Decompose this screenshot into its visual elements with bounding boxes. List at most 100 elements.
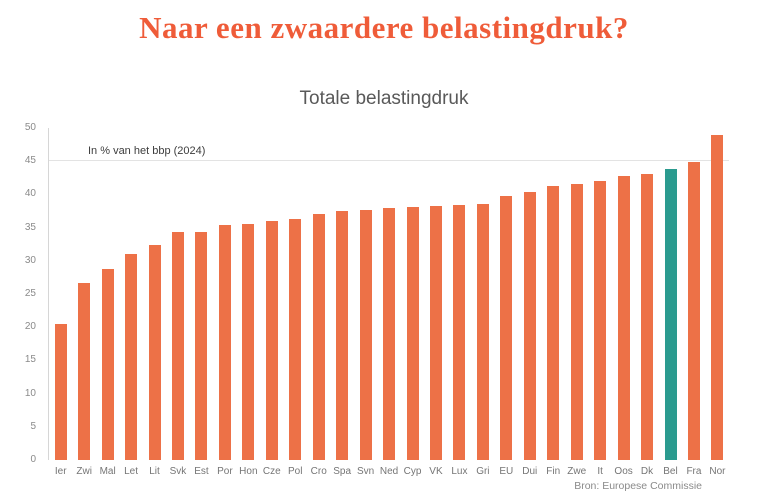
bar-column: Spa bbox=[330, 128, 353, 477]
bar-label: Svk bbox=[169, 466, 187, 477]
bar-column: Zwe bbox=[565, 128, 588, 477]
source-credit: Bron: Europese Commissie bbox=[574, 480, 702, 492]
bar-label: Por bbox=[217, 466, 233, 477]
bar bbox=[218, 224, 231, 460]
bar-column: Gri bbox=[471, 128, 494, 477]
bar bbox=[242, 224, 255, 460]
bar-label: VK bbox=[429, 466, 443, 477]
bar-column: Cze bbox=[260, 128, 283, 477]
bar bbox=[383, 208, 396, 460]
bar-label: Lit bbox=[149, 466, 160, 477]
bar bbox=[476, 203, 489, 460]
bar bbox=[594, 181, 607, 460]
bar-column: Let bbox=[119, 128, 142, 477]
chart-title: Totale belastingdruk bbox=[299, 88, 469, 109]
bar bbox=[101, 268, 114, 460]
bar-column: Dk bbox=[635, 128, 658, 477]
bar bbox=[54, 323, 67, 460]
bar-label: Spa bbox=[333, 466, 352, 477]
y-tick-label: 10 bbox=[24, 387, 36, 399]
bar-label: Ier bbox=[54, 466, 67, 477]
bar bbox=[171, 232, 184, 460]
bar bbox=[312, 213, 325, 460]
bar-label: Ned bbox=[379, 466, 399, 477]
y-tick-label: 40 bbox=[24, 188, 36, 200]
bar bbox=[547, 185, 560, 460]
bar bbox=[78, 283, 91, 460]
bar-column: Mal bbox=[96, 128, 119, 477]
plot-area: Ier Zwi Mal Let Lit Svk Est Por Hon Cze Pol Cro Spa S… bbox=[49, 128, 729, 477]
bar-column: Cro bbox=[307, 128, 330, 477]
chart-annotation: In % van het bbp (2024) bbox=[88, 145, 206, 157]
bar-label: Est bbox=[194, 466, 209, 477]
bar-label: Lux bbox=[451, 466, 468, 477]
bar bbox=[500, 195, 513, 460]
bar bbox=[336, 211, 349, 460]
y-tick-label: 30 bbox=[24, 254, 36, 266]
bar bbox=[687, 161, 700, 460]
bar bbox=[125, 253, 138, 460]
bar bbox=[289, 218, 302, 460]
bar-label: EU bbox=[499, 466, 514, 477]
bar bbox=[429, 205, 442, 460]
bar-column: Nor bbox=[706, 128, 729, 477]
bar-column: Ned bbox=[377, 128, 400, 477]
bar-column: Est bbox=[190, 128, 213, 477]
bar bbox=[664, 168, 677, 460]
bar-label: Pol bbox=[288, 466, 303, 477]
bar bbox=[453, 205, 466, 460]
bar-column: Lux bbox=[448, 128, 471, 477]
bar-column: VK bbox=[424, 128, 447, 477]
bar-column: Cyp bbox=[401, 128, 424, 477]
y-tick-label: 15 bbox=[24, 354, 36, 366]
bar-label: Zwe bbox=[567, 466, 587, 477]
bar bbox=[711, 135, 724, 460]
bar-column: Hon bbox=[237, 128, 260, 477]
bar bbox=[570, 183, 583, 460]
y-tick-label: 45 bbox=[24, 155, 36, 167]
bar-label: Gri bbox=[476, 466, 490, 477]
bar bbox=[359, 209, 372, 460]
bar-column: Fra bbox=[682, 128, 705, 477]
bar-column: Oos bbox=[612, 128, 635, 477]
bar bbox=[523, 191, 536, 460]
bar-label: Cze bbox=[262, 466, 281, 477]
y-tick-label: 0 bbox=[30, 454, 36, 465]
bar-label: Hon bbox=[239, 466, 258, 477]
bar-column: Svk bbox=[166, 128, 189, 477]
bar-column: It bbox=[588, 128, 611, 477]
bar-column: Pol bbox=[284, 128, 307, 477]
bar-column: Svn bbox=[354, 128, 377, 477]
bar bbox=[641, 174, 654, 460]
bar-column: Por bbox=[213, 128, 236, 477]
y-tick-label: 50 bbox=[24, 122, 36, 133]
bar-label: Svn bbox=[356, 466, 375, 477]
bar bbox=[617, 175, 630, 460]
bar-label: Dk bbox=[640, 466, 654, 477]
bar-column: Lit bbox=[143, 128, 166, 477]
bar-column: Dui bbox=[518, 128, 541, 477]
bar bbox=[148, 244, 161, 460]
page-title: Naar een zwaardere belastingdruk? bbox=[139, 10, 629, 45]
bar-label: Dui bbox=[522, 466, 538, 477]
bar-label: Bel bbox=[663, 466, 678, 477]
bar bbox=[406, 207, 419, 460]
bar-label: Cyp bbox=[403, 466, 422, 477]
bar-label: Cro bbox=[310, 466, 327, 477]
bar-column: Ier bbox=[49, 128, 72, 477]
bar-column: Bel bbox=[659, 128, 682, 477]
bar-column: Fin bbox=[542, 128, 565, 477]
bar-label: Fin bbox=[546, 466, 561, 477]
bar bbox=[195, 231, 208, 460]
bar-label: Oos bbox=[614, 466, 633, 477]
gridline-45 bbox=[49, 160, 729, 162]
bar bbox=[265, 220, 278, 460]
y-tick-label: 20 bbox=[24, 321, 36, 333]
bar-label: Nor bbox=[709, 466, 726, 477]
y-tick-label: 25 bbox=[24, 288, 36, 299]
y-axis: 0 5 10 15 20 25 30 35 40 45 50 bbox=[4, 122, 42, 465]
bar-column: EU bbox=[495, 128, 518, 477]
y-tick-label: 5 bbox=[30, 420, 36, 432]
bar-label: Zwi bbox=[76, 466, 92, 477]
bar-label: Fra bbox=[686, 466, 702, 477]
